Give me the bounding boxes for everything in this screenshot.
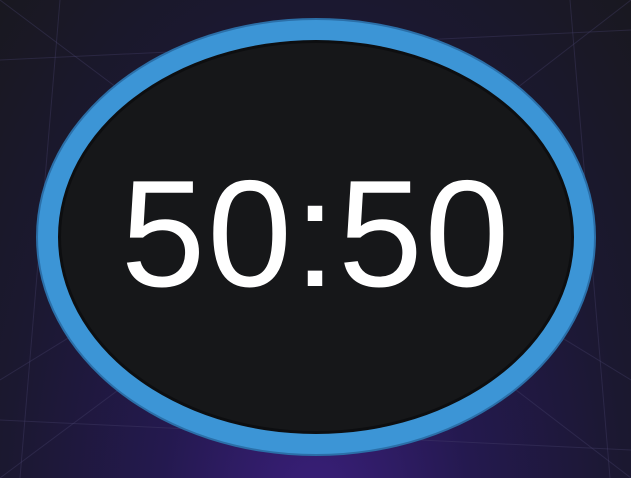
fifty-fifty-lifeline-button[interactable]: 50:50 (38, 20, 594, 454)
lifeline-label: 50:50 (120, 149, 512, 319)
